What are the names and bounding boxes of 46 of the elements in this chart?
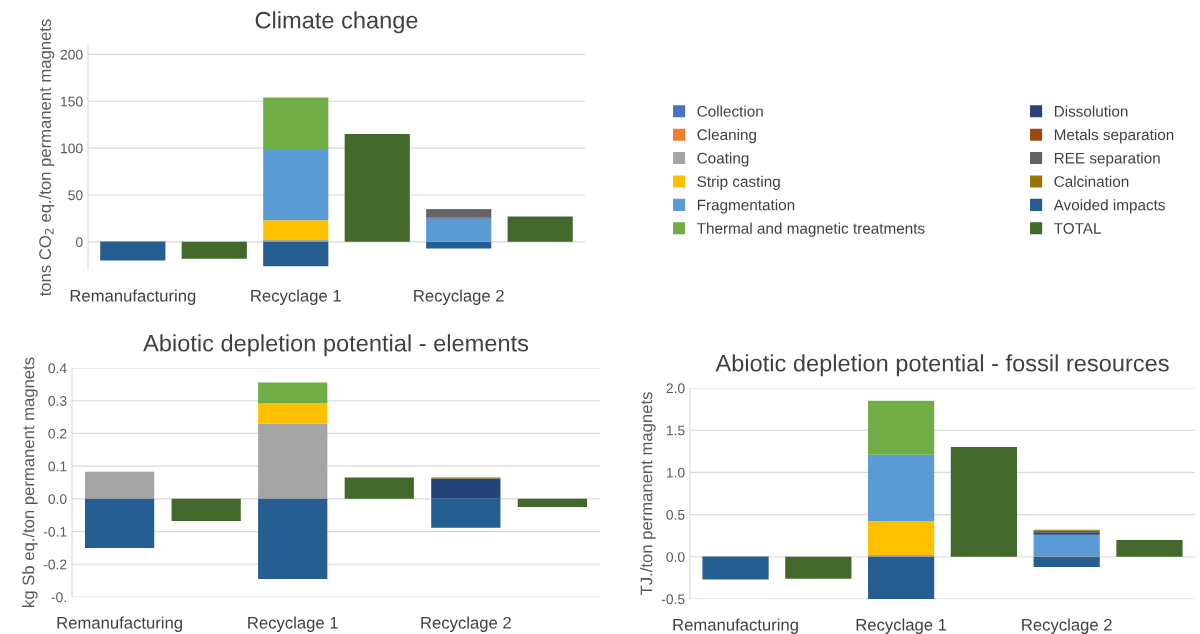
legend-label: Collection (697, 105, 763, 117)
y-axis-title: TJ./ton permanent magnets (640, 392, 656, 596)
y-tick-label: 1.0 (666, 467, 685, 478)
x-tick-label: Remanufacturing (70, 289, 196, 305)
y-tick-label: 100 (61, 143, 83, 154)
x-tick-label: Remanufacturing (673, 618, 798, 634)
y-tick-label: 0.4 (48, 363, 67, 374)
legend-label: Thermal and magnetic treatments (697, 222, 925, 237)
y-axis-title: tons CO$_{2}$ eq./ton permanent magnets (38, 19, 55, 297)
y-axis-title: kg Sb eq./ton permanent magnets (22, 357, 38, 607)
y-tick-label: 0.2 (48, 428, 67, 439)
legend-label: Fragmentation (697, 199, 795, 214)
y-tick-label: 0.3 (48, 396, 67, 406)
y-tick-label: -0.5 (661, 594, 685, 605)
chart-title: Climate change (255, 11, 418, 34)
x-tick-label: Recyclage 1 (251, 289, 341, 305)
legend-label: Dissolution (1054, 105, 1128, 117)
x-tick-label: Remanufacturing (57, 616, 182, 632)
legend-label: Strip casting (697, 175, 780, 191)
y-tick-label: -0.1 (43, 526, 67, 537)
y-tick-label: 150 (61, 96, 83, 107)
y-tick-label: 0.1 (48, 461, 67, 472)
chart-title: Abiotic depletion potential - elements (143, 334, 529, 357)
y-tick-label: 0 (75, 237, 83, 248)
y-tick-label: 200 (60, 49, 83, 60)
y-tick-label: 0.5 (666, 509, 685, 520)
y-tick-label: 50 (68, 190, 83, 201)
legend-label: REE separation (1054, 152, 1160, 167)
legend-label: Avoided impacts (1053, 199, 1165, 214)
legend-label: TOTAL (1054, 222, 1101, 234)
x-tick-label: Recyclage 2 (421, 616, 511, 632)
y-tick-label: -0.2 (43, 559, 67, 570)
legend-label: Cleaning (697, 128, 756, 144)
chart-title: Abiotic depletion potential - fossil resources (715, 354, 1169, 377)
legend-label: Metals separation (1054, 128, 1174, 144)
y-tick-label: 1.5 (666, 425, 685, 436)
x-tick-label: Recyclage 1 (856, 618, 947, 634)
y-tick-label: -0. (51, 592, 66, 603)
y-tick-label: 0.0 (48, 494, 67, 505)
x-tick-label: Recyclage 2 (1022, 618, 1112, 634)
y-tick-label: 2.0 (666, 383, 685, 394)
x-tick-label: Recyclage 2 (414, 289, 504, 305)
y-tick-label: 0.0 (666, 552, 685, 562)
legend-label: Coating (697, 152, 749, 167)
x-tick-label: Recyclage 1 (248, 616, 338, 632)
legend-label: Calcination (1054, 175, 1129, 187)
